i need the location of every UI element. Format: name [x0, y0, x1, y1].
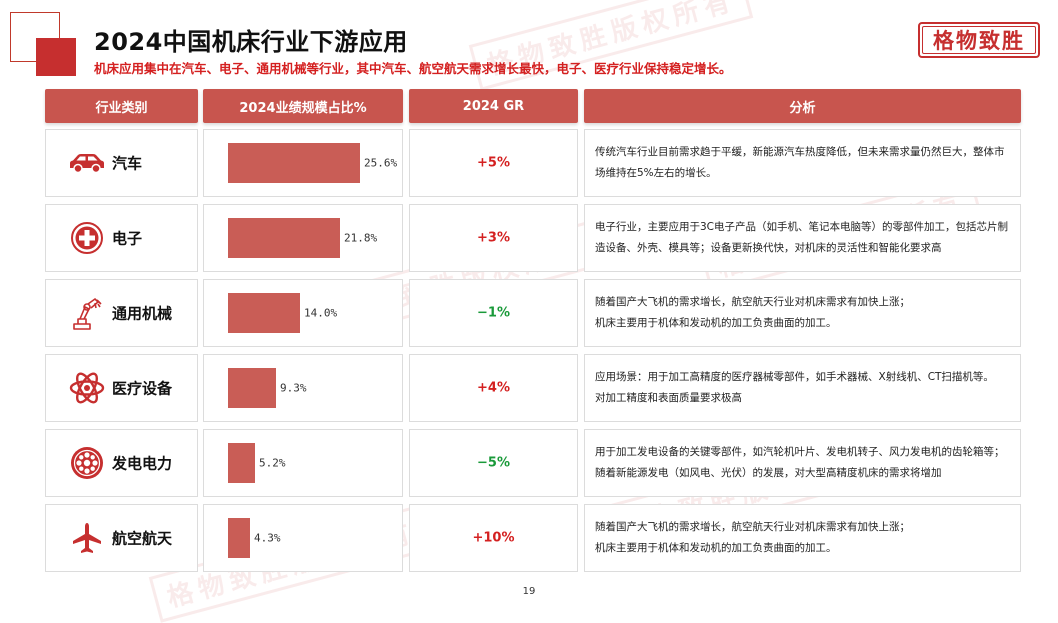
table-row-share-cell: 9.3%: [203, 354, 403, 422]
page-title: 2024中国机床行业下游应用: [94, 28, 408, 56]
share-value-label: 25.6%: [364, 156, 398, 170]
analysis-text: 电子行业，主要应用于3C电子产品（如手机、笔记本电脑等）的零部件加工，包括芯片制…: [595, 217, 1012, 259]
share-bar: [228, 368, 276, 408]
atom-icon: [66, 370, 108, 406]
analysis-paragraph: 电子行业，主要应用于3C电子产品（如手机、笔记本电脑等）的零部件加工，包括芯片制…: [595, 221, 1009, 254]
analysis-paragraph: 随着国产大飞机的需求增长，航空航天行业对机床需求有加快上涨；: [595, 296, 910, 308]
analysis-text: 用于加工发电设备的关键零部件，如汽轮机叶片、发电机转子、风力发电机的齿轮箱等；随…: [595, 442, 1012, 484]
column-header-analysis: 分析: [584, 89, 1021, 123]
industry-name: 航空航天: [112, 529, 173, 548]
corner-decoration-solid: [36, 38, 76, 76]
analysis-text: 随着国产大飞机的需求增长，航空航天行业对机床需求有加快上涨； 机床主要用于机体和发…: [595, 292, 1012, 334]
share-value-label: 14.0%: [304, 306, 338, 320]
share-value-label: 21.8%: [344, 231, 378, 245]
robot-arm-icon: [66, 295, 108, 331]
table-row-industry-cell: 航空航天: [45, 504, 198, 572]
turbine-icon: [66, 445, 108, 481]
analysis-paragraph: 传统汽车行业目前需求趋于平缓，新能源汽车热度降低，但未来需求量仍然巨大，整体市场…: [595, 146, 1005, 179]
analysis-paragraph: 对加工精度和表面质量要求极高: [595, 392, 742, 404]
table-row-growth-cell: +10%: [409, 504, 578, 572]
medical-cross-icon: [66, 220, 108, 256]
page-number: 19: [522, 586, 536, 597]
share-value-label: 5.2%: [259, 456, 286, 470]
table-row-analysis-cell: 随着国产大飞机的需求增长，航空航天行业对机床需求有加快上涨； 机床主要用于机体和发…: [584, 279, 1021, 347]
share-bar: [228, 443, 255, 483]
table-row-industry-cell: 发电电力: [45, 429, 198, 497]
column-header-growth: 2024 GR: [409, 89, 578, 123]
table-row-share-cell: 25.6%: [203, 129, 403, 197]
table-row-analysis-cell: 传统汽车行业目前需求趋于平缓，新能源汽车热度降低，但未来需求量仍然巨大，整体市场…: [584, 129, 1021, 197]
growth-rate-value: −5%: [477, 455, 510, 471]
table-row-growth-cell: +4%: [409, 354, 578, 422]
brand-logo: 格物致胜: [918, 22, 1040, 58]
share-bar: [228, 143, 360, 183]
analysis-text: 应用场景：用于加工高精度的医疗器械零部件，如手术器械、X射线机、CT扫描机等。对…: [595, 367, 1012, 409]
table-row-analysis-cell: 应用场景：用于加工高精度的医疗器械零部件，如手术器械、X射线机、CT扫描机等。对…: [584, 354, 1021, 422]
table-row-share-cell: 21.8%: [203, 204, 403, 272]
industry-name: 电子: [112, 229, 143, 248]
analysis-paragraph: 随着国产大飞机的需求增长，航空航天行业对机床需求有加快上涨；: [595, 521, 910, 533]
industry-name: 发电电力: [112, 454, 173, 473]
growth-rate-value: +10%: [472, 530, 515, 546]
growth-rate-value: −1%: [477, 305, 510, 321]
watermark: 格物致胜版权所有: [468, 0, 754, 91]
growth-rate-value: +4%: [477, 380, 510, 396]
analysis-paragraph: 机床主要用于机体和发动机的加工负责曲面的加工。: [595, 542, 837, 554]
share-bar: [228, 293, 300, 333]
table-row-analysis-cell: 用于加工发电设备的关键零部件，如汽轮机叶片、发电机转子、风力发电机的齿轮箱等；随…: [584, 429, 1021, 497]
growth-rate-value: +3%: [477, 230, 510, 246]
corner-decoration-outline: [10, 12, 60, 62]
table-row-industry-cell: 通用机械: [45, 279, 198, 347]
table-row-growth-cell: −5%: [409, 429, 578, 497]
table-row-share-cell: 5.2%: [203, 429, 403, 497]
table-row-growth-cell: −1%: [409, 279, 578, 347]
share-bar: [228, 518, 250, 558]
table-row-share-cell: 14.0%: [203, 279, 403, 347]
table-row-industry-cell: 电子: [45, 204, 198, 272]
share-value-label: 9.3%: [280, 381, 307, 395]
share-value-label: 4.3%: [254, 531, 281, 545]
analysis-paragraph: 用于加工发电设备的关键零部件，如汽轮机叶片、发电机转子、风力发电机的齿轮箱等；随…: [595, 446, 1005, 479]
column-header-share: 2024业绩规模占比%: [203, 89, 403, 123]
analysis-text: 传统汽车行业目前需求趋于平缓，新能源汽车热度降低，但未来需求量仍然巨大，整体市场…: [595, 142, 1012, 184]
growth-rate-value: +5%: [477, 155, 510, 171]
table-row-share-cell: 4.3%: [203, 504, 403, 572]
analysis-paragraph: 机床主要用于机体和发动机的加工负责曲面的加工。: [595, 317, 837, 329]
industry-name: 通用机械: [112, 304, 173, 323]
column-header-industry: 行业类别: [45, 89, 198, 123]
analysis-text: 随着国产大飞机的需求增长，航空航天行业对机床需求有加快上涨； 机床主要用于机体和发…: [595, 517, 1012, 559]
table-row-industry-cell: 汽车: [45, 129, 198, 197]
airplane-icon: [66, 520, 108, 556]
table-row-analysis-cell: 电子行业，主要应用于3C电子产品（如手机、笔记本电脑等）的零部件加工，包括芯片制…: [584, 204, 1021, 272]
car-icon: [66, 145, 108, 181]
table-row-industry-cell: 医疗设备: [45, 354, 198, 422]
industry-name: 医疗设备: [112, 379, 173, 398]
table-row-analysis-cell: 随着国产大飞机的需求增长，航空航天行业对机床需求有加快上涨； 机床主要用于机体和发…: [584, 504, 1021, 572]
industry-name: 汽车: [112, 154, 143, 173]
share-bar: [228, 218, 340, 258]
page-subtitle: 机床应用集中在汽车、电子、通用机械等行业，其中汽车、航空航天需求增长最快，电子、…: [94, 61, 732, 76]
table-row-growth-cell: +5%: [409, 129, 578, 197]
analysis-paragraph: 应用场景：用于加工高精度的医疗器械零部件，如手术器械、X射线机、CT扫描机等。: [595, 371, 994, 383]
table-row-growth-cell: +3%: [409, 204, 578, 272]
